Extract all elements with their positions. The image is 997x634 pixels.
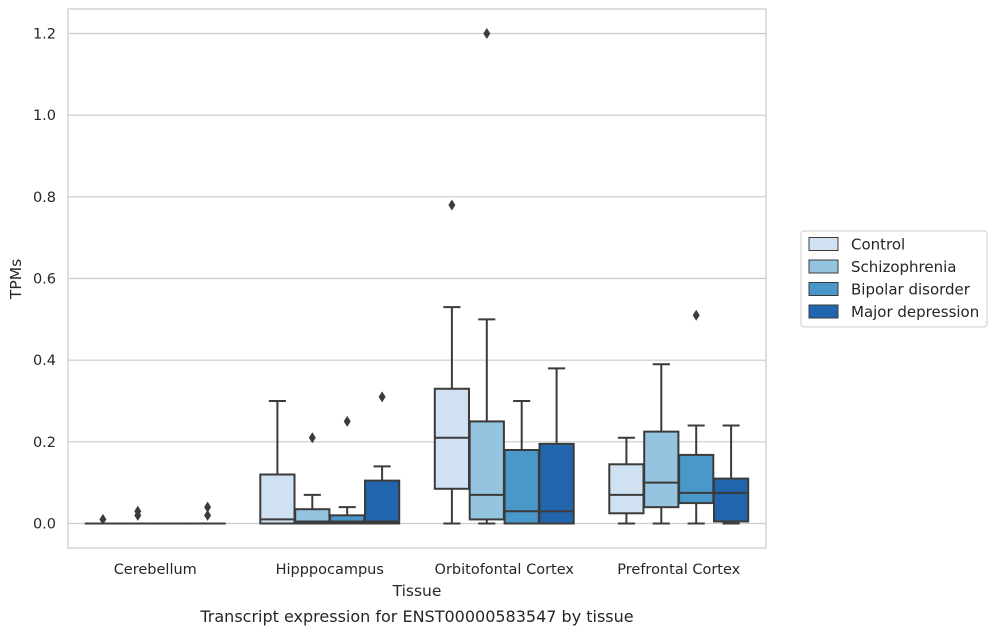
y-tick-label: 1.0 (33, 108, 56, 124)
x-tick-label: Orbitofontal Cortex (435, 562, 575, 578)
outlier-point (448, 199, 456, 211)
outlier-point (134, 505, 142, 517)
box-body (503, 449, 540, 525)
box-body (678, 453, 715, 505)
box-control (84, 513, 122, 525)
legend-frame (800, 230, 988, 328)
outlier-point (343, 415, 351, 427)
outlier-point (483, 28, 491, 39)
legend-swatch (808, 237, 839, 251)
x-axis-ticks: Cerebellum Hipppocampus Orbitofontal Corte… (114, 562, 741, 578)
legend-label: Schizophrenia (851, 258, 956, 276)
legend-label: Major depression (851, 303, 979, 321)
y-tick-label: 0.8 (33, 190, 56, 206)
legend-label: Control (851, 236, 905, 254)
box-major-depression (189, 501, 226, 525)
box-control (608, 436, 645, 525)
box-plot-marks (84, 28, 750, 525)
box-schizophrenia (119, 505, 156, 525)
box-body (433, 387, 471, 490)
box-control (259, 400, 296, 525)
legend-swatch (808, 282, 839, 296)
gridlines (68, 32, 766, 525)
x-axis-title: Tissue (392, 582, 442, 600)
y-axis-title: TPMs (7, 259, 25, 300)
outlier-point (204, 509, 212, 521)
box-bipolar-disorder (503, 400, 540, 525)
outlier-point (99, 513, 107, 525)
box-body (363, 479, 401, 525)
box-body (712, 477, 750, 523)
box-major-depression (712, 424, 750, 525)
y-tick-label: 0.6 (33, 272, 56, 288)
x-tick-label: Prefrontal Cortex (617, 562, 740, 578)
outlier-point (378, 391, 386, 403)
y-axis-ticks: 0.0 0.2 0.4 0.6 0.8 1.0 1.2 (33, 27, 56, 533)
box-control (433, 199, 471, 525)
legend-label: Bipolar disorder (851, 281, 971, 299)
legend-swatch (808, 304, 839, 319)
box-body (608, 463, 645, 515)
legend-item: Bipolar disorder (808, 281, 971, 299)
outlier-point (308, 432, 316, 444)
legend-item: Schizophrenia (808, 258, 956, 276)
legend-swatch (808, 259, 839, 274)
y-tick-label: 0.2 (33, 435, 56, 451)
y-tick-label: 0.4 (33, 353, 56, 369)
x-tick-label: Cerebellum (114, 562, 197, 578)
outlier-point (692, 309, 700, 321)
box-bipolar-disorder (678, 309, 715, 525)
y-tick-label: 0.0 (33, 517, 56, 533)
legend: Control Schizophrenia Bipolar disorder Majo… (800, 230, 988, 328)
box-body (259, 473, 296, 525)
x-tick-label: Hipppocampus (276, 562, 384, 578)
chart-caption: Transcript expression for ENST0000058354… (199, 607, 633, 626)
box-schizophrenia (294, 432, 331, 525)
box-bipolar-disorder (329, 415, 366, 525)
box-schizophrenia (643, 363, 680, 525)
legend-item: Major depression (808, 303, 979, 321)
plot-frame (67, 8, 767, 549)
box-body (468, 420, 505, 521)
y-tick-label: 1.2 (33, 27, 56, 43)
outlier-point (204, 501, 212, 513)
box-major-depression (538, 367, 575, 525)
box-schizophrenia (468, 28, 505, 525)
box-body (538, 442, 575, 525)
box-major-depression (363, 391, 401, 525)
box-body (643, 430, 680, 509)
legend-item: Control (808, 236, 905, 254)
